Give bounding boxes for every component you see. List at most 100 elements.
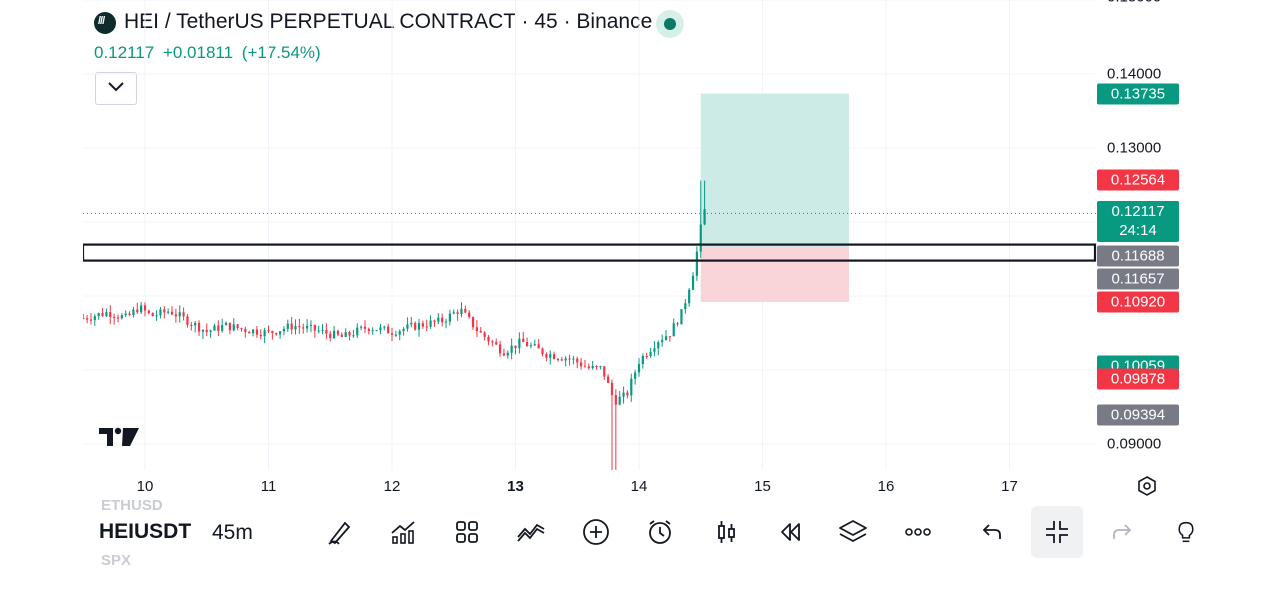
candle-body — [576, 358, 579, 363]
candle-body — [178, 312, 181, 317]
candle-body — [448, 313, 451, 322]
templates-icon[interactable] — [445, 510, 489, 554]
candle-body — [201, 329, 204, 332]
current-price-value: 0.12117 — [1111, 203, 1165, 221]
candle-body — [267, 330, 270, 332]
candle-body — [622, 392, 625, 397]
symbol-selector[interactable]: HEIUSDT — [99, 520, 192, 543]
candle-body — [259, 334, 262, 337]
candle-body — [680, 309, 683, 325]
price-tag: 0.09394 — [1097, 404, 1179, 426]
candle-body — [224, 322, 228, 326]
candle-body — [491, 341, 494, 343]
candle-body — [483, 332, 486, 337]
candle-body — [163, 309, 166, 313]
candle-body — [433, 320, 436, 322]
time-axis[interactable]: 10 11 12 13 14 15 16 17 — [83, 474, 1097, 500]
candle-body — [140, 305, 143, 313]
chart-title[interactable]: HEI / TetherUS PERPETUAL CONTRACT · 45 ·… — [124, 10, 653, 33]
market-status-icon[interactable] — [656, 10, 684, 38]
candle-body — [174, 314, 177, 317]
candle-body — [143, 305, 147, 311]
price-change: +0.01811 — [162, 43, 234, 62]
candle-type-icon[interactable] — [704, 510, 748, 554]
candle-body — [344, 332, 347, 337]
candle-body — [240, 328, 243, 330]
candle-body — [313, 324, 316, 331]
add-icon[interactable] — [574, 510, 618, 554]
price-change-pct: (+17.54%) — [241, 43, 321, 62]
symbol-list-next[interactable]: SPX — [101, 552, 132, 569]
candle-body — [356, 327, 359, 336]
bulb-icon[interactable] — [1175, 510, 1197, 554]
interval-selector[interactable]: 45m — [212, 521, 253, 544]
candle-body — [514, 345, 517, 349]
candle-body — [549, 354, 552, 358]
price-tick-label: 0.09000 — [1107, 435, 1162, 453]
candle-body — [637, 364, 641, 373]
time-tick-label: 13 — [507, 478, 524, 495]
candle-body — [668, 336, 671, 338]
candle-body — [336, 330, 340, 335]
candle-body — [383, 326, 386, 328]
last-price: 0.12117 — [94, 43, 155, 62]
candle-body — [556, 358, 560, 360]
candle-body — [695, 251, 698, 276]
candle-body — [552, 354, 556, 359]
candle-body — [113, 317, 116, 319]
price-axis[interactable]: 0.15000 0.14000 0.13000 0.09000 0.13735 0.125… — [1097, 0, 1197, 470]
fullscreen-exit-icon[interactable] — [1031, 506, 1083, 558]
settings-icon[interactable] — [1135, 474, 1159, 503]
candle-body — [394, 334, 397, 336]
candle-body — [317, 330, 320, 332]
candle-body — [286, 323, 289, 329]
candle-body — [275, 333, 278, 335]
candle-body — [321, 329, 324, 331]
indicators-icon[interactable] — [381, 510, 425, 554]
price-tag: 0.09878 — [1097, 368, 1179, 390]
exchange-logo: /// — [94, 12, 116, 34]
candle-body — [387, 326, 390, 334]
candle-body — [626, 392, 629, 396]
more-icon[interactable] — [896, 510, 940, 554]
candle-body — [190, 324, 193, 326]
candle-body — [89, 319, 93, 321]
candle-body — [309, 324, 313, 326]
undo-icon[interactable] — [970, 510, 1014, 554]
candle-body — [147, 310, 150, 313]
candle-body — [333, 330, 336, 339]
symbol-list-prev[interactable]: ETHUSD — [101, 497, 163, 514]
collapse-legend-button[interactable] — [95, 72, 137, 105]
alert-icon[interactable] — [638, 510, 682, 554]
candle-body — [217, 325, 220, 331]
tradingview-logo[interactable] — [99, 426, 139, 453]
candle-body — [367, 328, 370, 332]
candle-body — [506, 352, 509, 356]
candle-body — [105, 312, 108, 316]
candle-body — [352, 335, 355, 337]
candle-body — [618, 396, 621, 405]
chart-pane[interactable] — [83, 0, 1097, 470]
candle-body — [510, 345, 513, 353]
candle-body — [630, 378, 633, 396]
candle-body — [290, 323, 293, 330]
time-tick-label: 17 — [1001, 478, 1018, 495]
candle-body — [688, 289, 691, 304]
candle-body — [691, 275, 695, 290]
candle-body — [452, 312, 455, 314]
candle-body — [151, 312, 154, 316]
candle-body — [564, 358, 567, 361]
brush-icon[interactable] — [318, 510, 362, 554]
price-chart[interactable] — [83, 0, 1097, 470]
redo-icon[interactable] — [1100, 510, 1144, 554]
compare-icon[interactable] — [509, 510, 553, 554]
layers-icon[interactable] — [831, 510, 875, 554]
candle-body — [302, 327, 305, 329]
candle-body — [464, 308, 467, 313]
replay-icon[interactable] — [767, 510, 811, 554]
candle-body — [703, 209, 706, 225]
candle-body — [340, 334, 343, 337]
candle-body — [672, 323, 675, 337]
price-tag: 0.11688 — [1097, 245, 1179, 267]
candle-body — [475, 327, 479, 332]
